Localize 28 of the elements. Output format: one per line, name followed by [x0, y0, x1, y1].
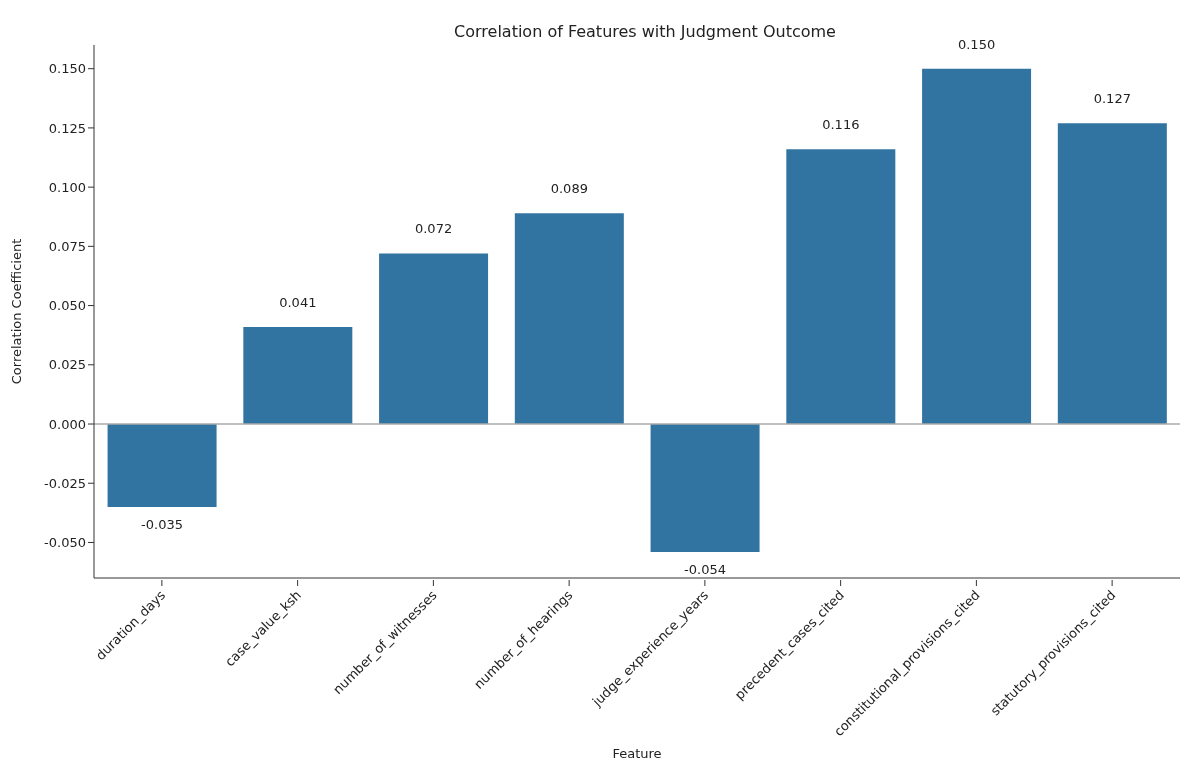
- data-label: 0.150: [957, 36, 996, 52]
- data-label: 0.089: [550, 181, 588, 197]
- data-label: 0.072: [414, 221, 453, 237]
- data-label: 0.127: [1093, 91, 1131, 107]
- data-label: -0.035: [141, 516, 184, 532]
- bar: [786, 149, 896, 425]
- bar: [514, 213, 624, 425]
- bar: [650, 424, 760, 552]
- data-label: -0.054: [684, 561, 727, 577]
- bar: [243, 326, 353, 425]
- y-tick-label: -0.025: [44, 475, 86, 491]
- y-tick-label: 0.075: [48, 238, 86, 254]
- chart-title: Correlation of Features with Judgment Outcome: [454, 22, 836, 41]
- y-tick-label: 0.125: [48, 120, 86, 136]
- x-axis-title: Feature: [612, 746, 662, 761]
- y-axis-title: Correlation Coefficient: [8, 238, 24, 385]
- bar: [379, 253, 489, 425]
- y-tick-label: 0.150: [48, 61, 86, 77]
- bar: [107, 424, 217, 507]
- y-tick-label: 0.000: [48, 416, 86, 432]
- data-label: 0.116: [822, 117, 860, 133]
- y-tick-label: 0.050: [48, 298, 86, 314]
- bar: [922, 68, 1032, 425]
- bar: [1057, 123, 1167, 425]
- y-tick-label: -0.050: [44, 535, 86, 551]
- y-tick-label: 0.100: [48, 179, 86, 195]
- data-label: 0.041: [279, 294, 317, 310]
- y-tick-label: 0.025: [48, 357, 86, 373]
